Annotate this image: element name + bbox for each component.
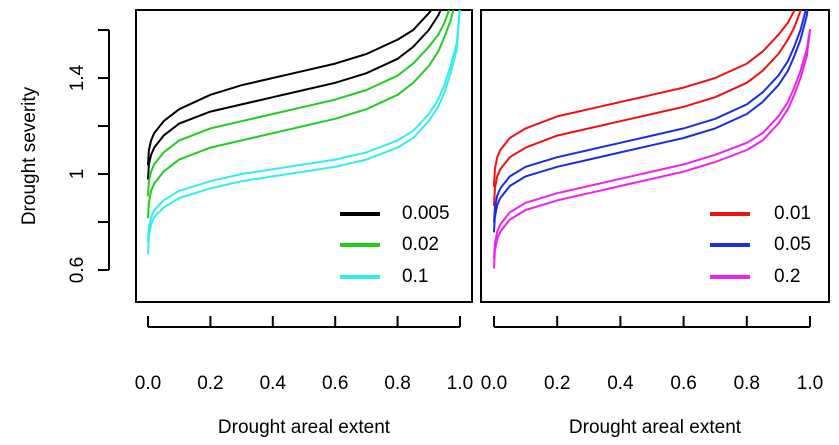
panel-right-x-axis: 0.0 0.2 0.4 0.6 0.8 1.0 [481, 316, 823, 394]
y-tick-label: 1 [67, 169, 88, 180]
panel-right-legend: 0.01 0.05 0.2 [710, 203, 811, 287]
x-tick-label: 1.0 [797, 373, 823, 394]
panel-right-curves [493, 10, 811, 269]
x-tick-label: 0.2 [544, 373, 570, 394]
panel-left-x-axis: 0.0 0.2 0.4 0.6 0.8 1.0 [135, 316, 473, 394]
panel-left-x-axis-title: Drought areal extent [218, 417, 391, 438]
legend-label-0.02: 0.02 [402, 234, 439, 255]
panel-left-frame [135, 9, 473, 303]
y-axis-title: Drought severity [19, 86, 40, 225]
panel-left-curves [147, 10, 461, 255]
x-tick-label: 0.8 [384, 373, 410, 394]
legend-label-0.01: 0.01 [774, 203, 811, 224]
series-0.1-line-upper [147, 10, 461, 243]
x-tick-label: 0.8 [734, 373, 760, 394]
series-0.2-line-lower [493, 29, 811, 269]
x-tick-label: 0.2 [197, 373, 223, 394]
y-axis-ticks: 0.6 1 1.4 [67, 29, 109, 283]
panel-left-legend: 0.005 0.02 0.1 [340, 203, 450, 287]
series-0.05-line-upper [493, 10, 807, 223]
series-0.05-line-lower [493, 10, 809, 233]
series-0.02-line-upper [147, 10, 451, 197]
series-0.01-line-lower [493, 10, 802, 207]
series-0.005-line-upper [147, 10, 433, 166]
series-0.01-line-upper [493, 10, 796, 187]
panel-right-frame [480, 9, 830, 303]
x-tick-label: 0.0 [135, 373, 161, 394]
series-0.2-line-upper [493, 29, 811, 259]
x-tick-label: 0.6 [322, 373, 348, 394]
y-tick-label: 0.6 [67, 257, 88, 283]
series-0.02-line-lower [147, 10, 455, 219]
x-tick-label: 0.4 [260, 373, 287, 394]
legend-label-0.05: 0.05 [774, 234, 811, 255]
panel-right-x-axis-title: Drought areal extent [569, 417, 742, 438]
legend-label-0.005: 0.005 [402, 203, 450, 224]
series-0.1-line-lower [147, 10, 461, 255]
x-tick-label: 0.6 [670, 373, 696, 394]
legend-label-0.2: 0.2 [774, 266, 800, 287]
series-0.005-line-lower [147, 10, 442, 180]
x-tick-label: 0.4 [607, 373, 634, 394]
legend-label-0.1: 0.1 [402, 266, 428, 287]
y-tick-label: 1.4 [67, 64, 88, 91]
x-tick-label: 1.0 [447, 373, 473, 394]
x-tick-label: 0.0 [481, 373, 507, 394]
